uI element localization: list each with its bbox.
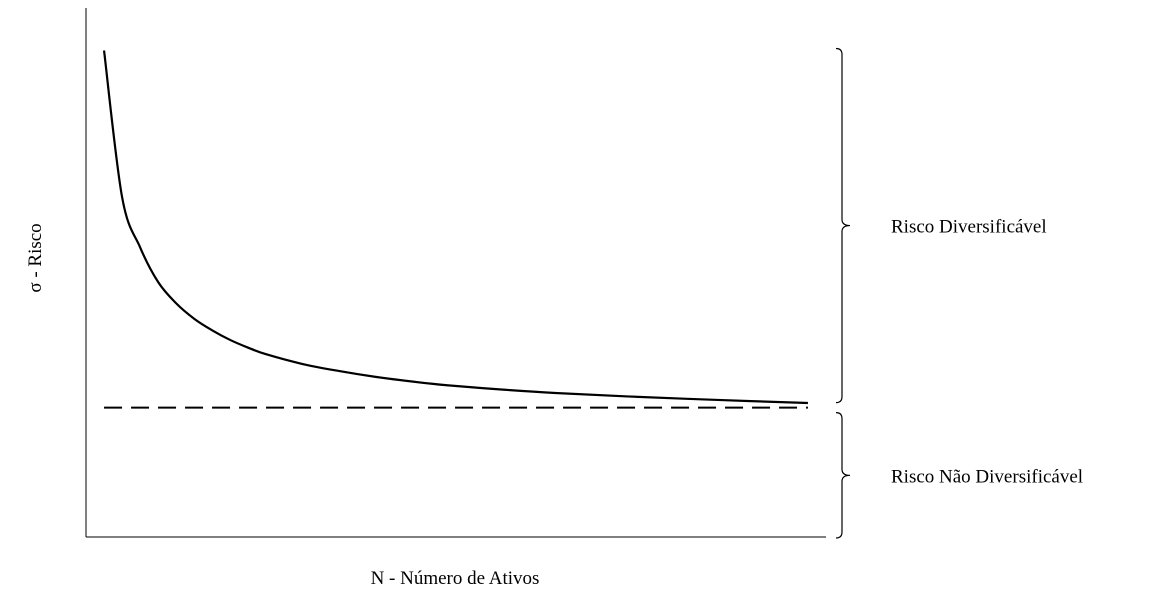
brace-non-diversifiable-risk xyxy=(835,412,851,539)
x-axis-label: N - Número de Ativos xyxy=(371,568,540,589)
annotation-non-diversifiable-risk: Risco Não Diversificável xyxy=(891,466,1083,487)
series-line-total-risk xyxy=(102,50,808,405)
annotation-diversifiable-risk: Risco Diversificável xyxy=(891,217,1047,238)
brace-diversifiable-risk xyxy=(835,47,851,404)
y-axis-label: σ - Risco xyxy=(25,223,46,292)
